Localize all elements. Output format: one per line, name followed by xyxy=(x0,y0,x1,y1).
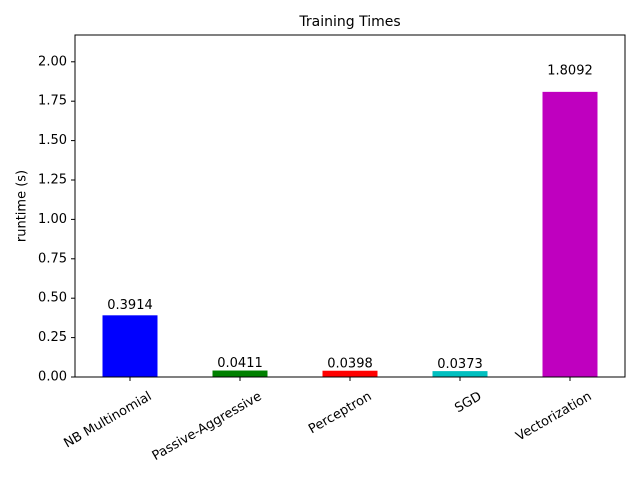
data-label: 0.0411 xyxy=(217,356,263,371)
y-tick-label: 0.50 xyxy=(38,291,67,306)
y-axis-label: runtime (s) xyxy=(15,170,30,242)
bar xyxy=(322,370,378,377)
data-label: 0.3914 xyxy=(107,298,153,313)
y-tick-label: 0.25 xyxy=(38,330,67,345)
bar xyxy=(542,91,598,378)
y-tick-label: 0.75 xyxy=(38,251,67,266)
data-label: 1.8092 xyxy=(547,64,593,79)
y-tick-label: 1.00 xyxy=(38,212,67,227)
y-tick-label: 1.50 xyxy=(38,133,67,148)
plot-frame xyxy=(74,34,626,378)
y-tick-label: 2.00 xyxy=(38,54,67,69)
bar xyxy=(102,315,158,377)
bar xyxy=(432,371,488,377)
data-label: 0.0373 xyxy=(437,357,483,372)
y-tick-label: 0.00 xyxy=(38,370,67,385)
y-tick-label: 1.25 xyxy=(38,172,67,187)
data-label: 0.0398 xyxy=(327,356,373,371)
y-tick-label: 1.75 xyxy=(38,94,67,109)
bar xyxy=(212,370,268,377)
chart-title: Training Times xyxy=(298,14,400,30)
